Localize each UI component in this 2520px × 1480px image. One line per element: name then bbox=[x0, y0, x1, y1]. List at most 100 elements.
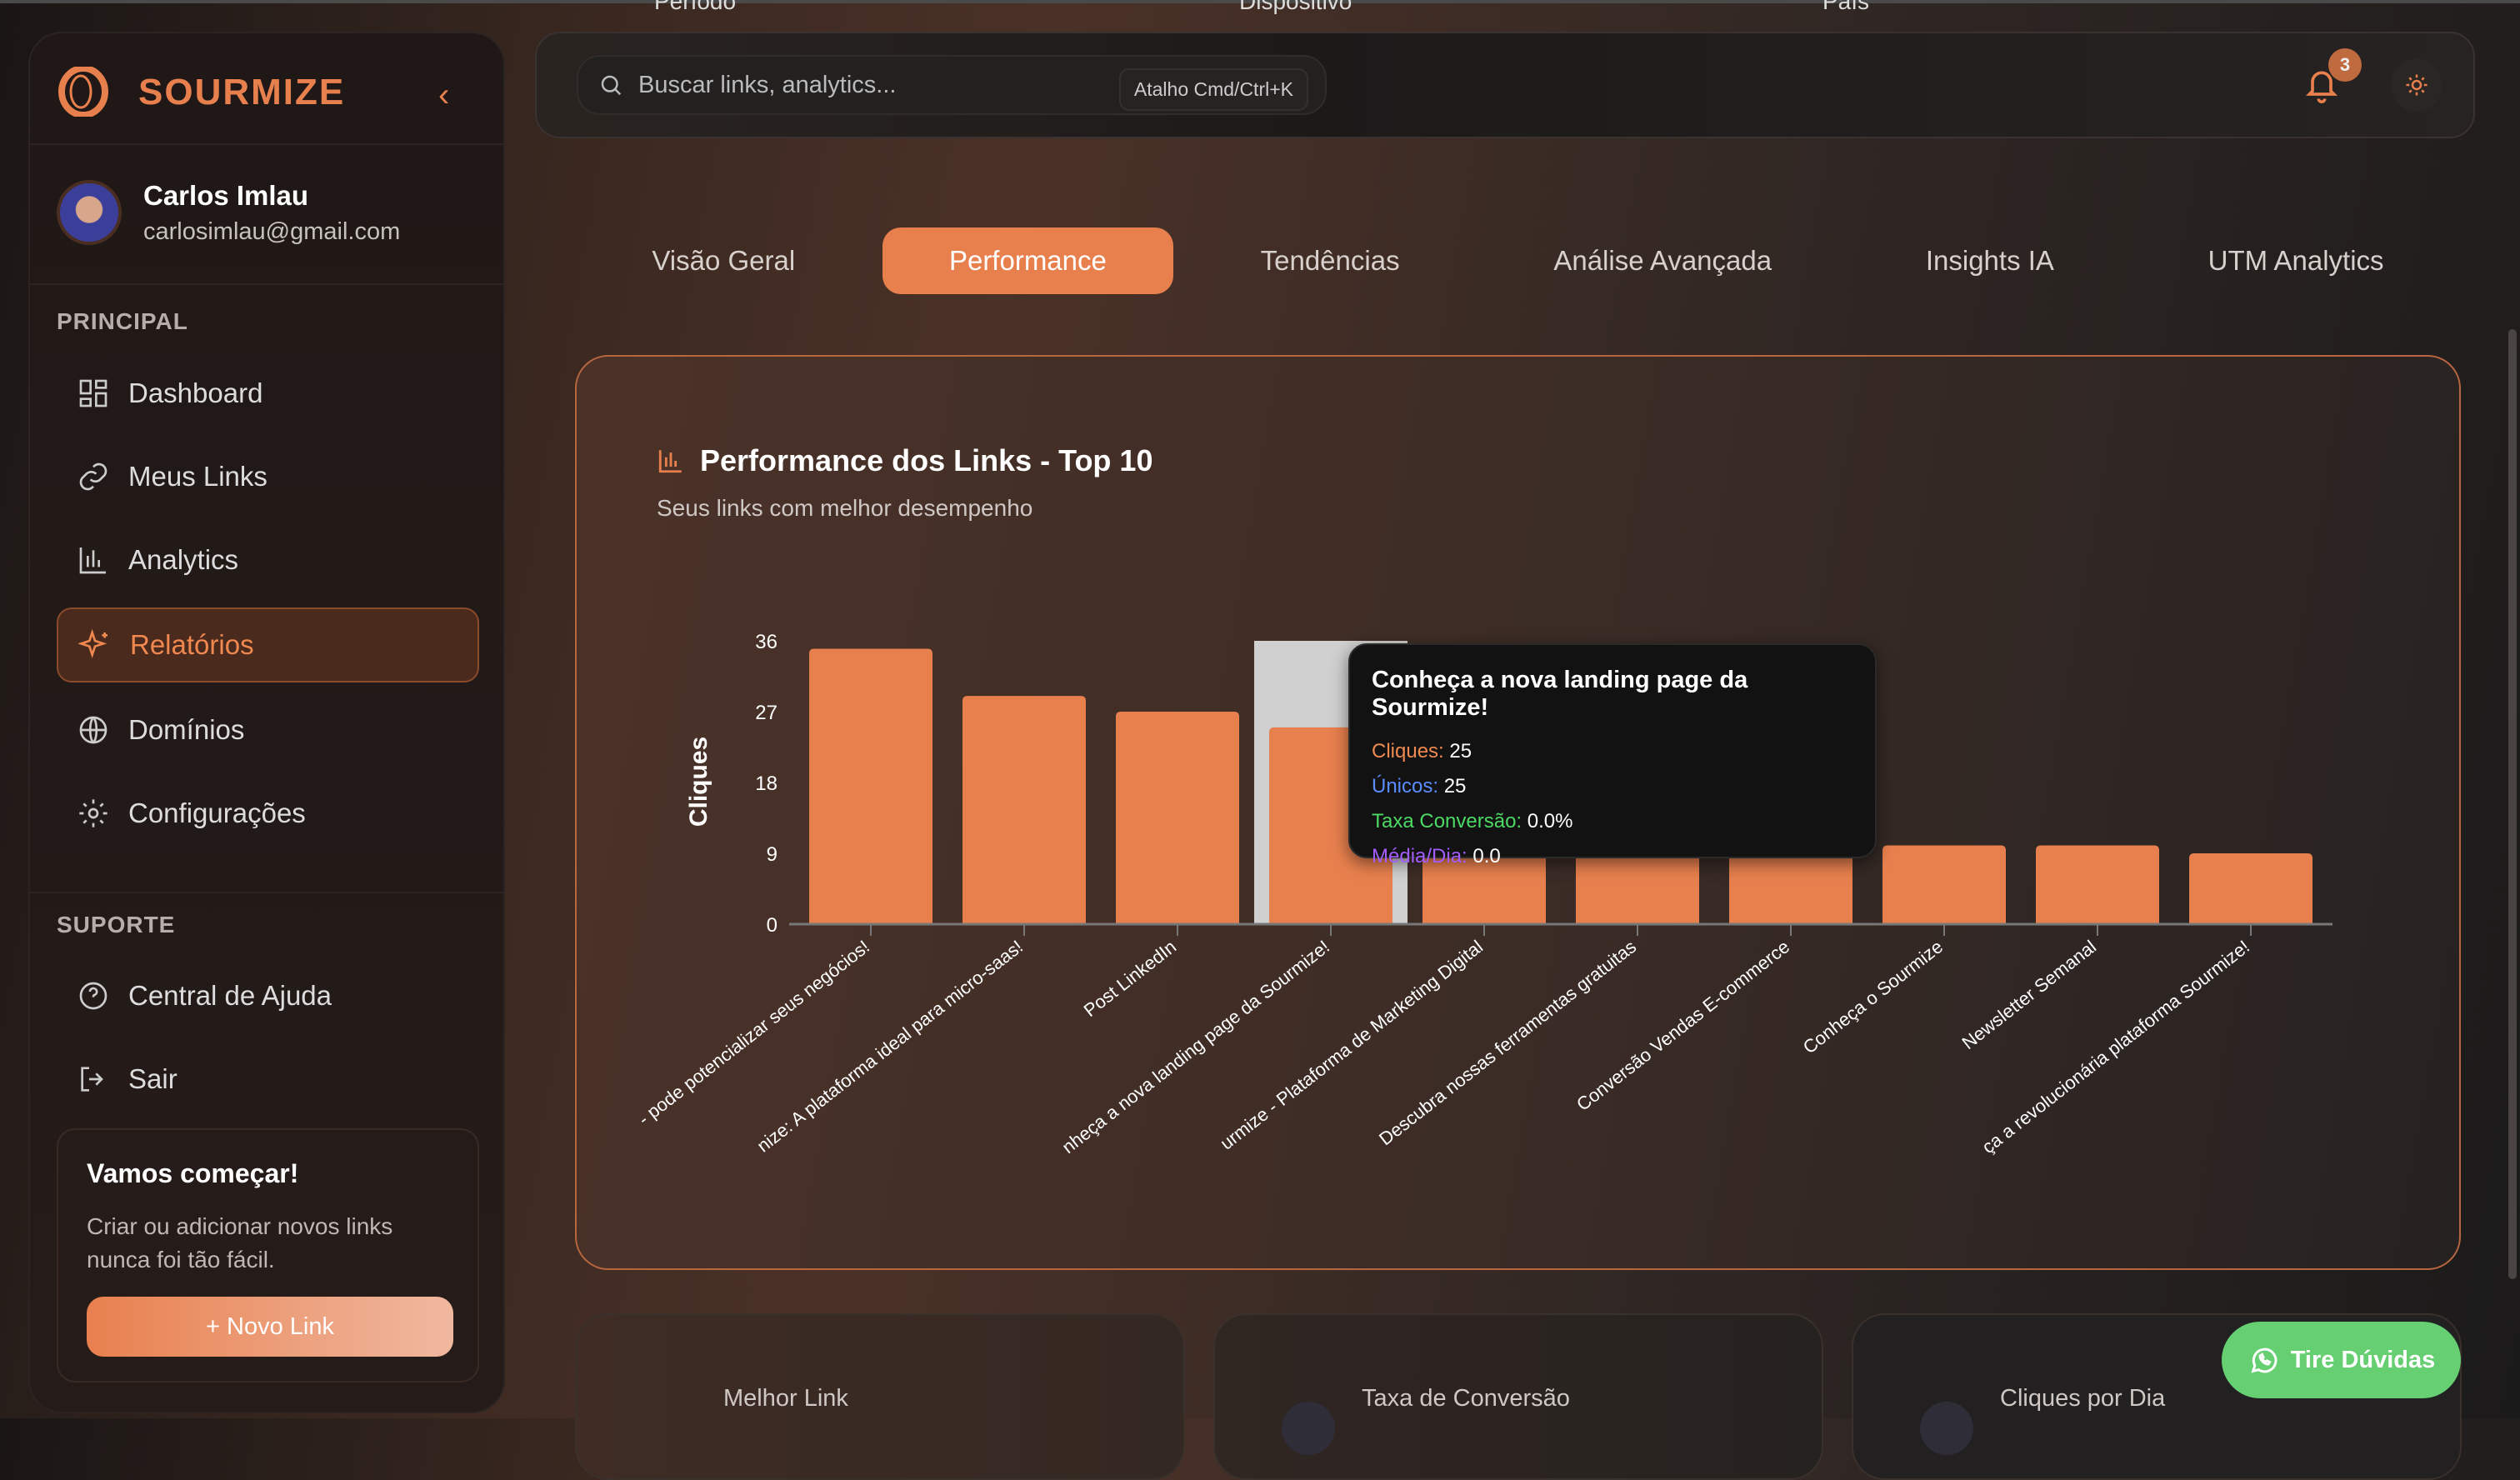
top-bar: Atalho Cmd/Ctrl+K 3 bbox=[535, 32, 2475, 138]
sidebar-item-label: Configurações bbox=[128, 798, 306, 828]
sidebar-item-label: Sair bbox=[128, 1063, 178, 1094]
y-tick-label: 18 bbox=[755, 772, 778, 795]
y-tick-label: 27 bbox=[755, 702, 778, 724]
sidebar-item-relatorios[interactable]: Relatórios bbox=[57, 608, 479, 682]
clicks-icon bbox=[1920, 1402, 1973, 1455]
y-tick-label: 36 bbox=[755, 631, 778, 653]
card-title-text: Performance dos Links - Top 10 bbox=[700, 443, 1153, 478]
sidebar-item-label: Analytics bbox=[128, 544, 239, 575]
tooltip-row-taxa-conversao: Taxa Conversão: 0.0% bbox=[1372, 810, 1853, 833]
help-circle-icon bbox=[79, 982, 108, 1010]
stat-label: Taxa de Conversão bbox=[1362, 1385, 1570, 1412]
filter-pais-label: País bbox=[1822, 0, 1870, 14]
brand-name: SOURMIZE bbox=[138, 72, 346, 112]
search-input[interactable] bbox=[638, 71, 1072, 99]
filter-dispositivo-label: Dispositivo bbox=[1239, 0, 1352, 14]
sidebar-item-dominios[interactable]: Domínios bbox=[57, 692, 479, 768]
tab-utm-analytics[interactable]: UTM Analytics bbox=[2208, 245, 2384, 276]
performance-bar-chart: Cliques 0 9 18 27 36 - pode potencializar seu… bbox=[634, 631, 2332, 1158]
x-tick-label: Descubra nossas ferramentas gratuitas bbox=[1375, 936, 1640, 1149]
user-name: Carlos Imlau bbox=[143, 180, 309, 211]
y-tick-label: 0 bbox=[767, 914, 778, 937]
x-tick-label: urmize - Plataforma de Marketing Digital bbox=[1216, 936, 1487, 1153]
sidebar-item-meus-links[interactable]: Meus Links bbox=[57, 439, 479, 514]
getting-started-card: Vamos começar! Criar ou adicionar novos … bbox=[57, 1128, 479, 1382]
bar bbox=[1422, 838, 1546, 924]
x-tick-label: nheça a nova landing page da Sourmize! bbox=[1058, 936, 1334, 1158]
tooltip-label: Únicos: bbox=[1372, 775, 1439, 798]
cta-title: Vamos começar! bbox=[87, 1158, 299, 1188]
cta-text: Criar ou adicionar novos links nunca foi… bbox=[87, 1213, 393, 1272]
stat-card-taxa-conversao: Taxa de Conversão bbox=[1213, 1313, 1823, 1480]
y-axis-label: Cliques bbox=[685, 737, 712, 827]
tab-insights-ia[interactable]: Insights IA bbox=[1925, 245, 2054, 276]
tab-analise-avancada[interactable]: Análise Avançada bbox=[1553, 245, 1772, 276]
tab-tendencias[interactable]: Tendências bbox=[1260, 245, 1400, 276]
tab-visao-geral[interactable]: Visão Geral bbox=[652, 245, 796, 276]
collapse-sidebar-chevron-left-icon[interactable]: ‹ bbox=[438, 77, 450, 113]
new-link-button[interactable]: + Novo Link bbox=[87, 1297, 453, 1357]
globe-icon bbox=[79, 716, 108, 744]
avatar[interactable] bbox=[57, 180, 122, 245]
bar bbox=[1576, 845, 1699, 924]
theme-toggle-button[interactable] bbox=[2392, 58, 2442, 112]
tooltip-value: 25 bbox=[1443, 775, 1467, 798]
tooltip-title: Conheça a nova landing page da Sourmize! bbox=[1372, 667, 1748, 721]
plus-icon: + bbox=[206, 1312, 228, 1340]
user-email: carlosimlau@gmail.com bbox=[143, 218, 401, 245]
sidebar-item-central-de-ajuda[interactable]: Central de Ajuda bbox=[57, 958, 479, 1033]
bar bbox=[2189, 853, 2312, 924]
tooltip-label: Média/Dia: bbox=[1372, 845, 1468, 868]
performance-chart-card: Performance dos Links - Top 10 Seus link… bbox=[575, 355, 2461, 1270]
x-tick-label: ça a revolucionária plataforma Sourmize! bbox=[1978, 936, 2253, 1158]
whatsapp-label: Tire Dúvidas bbox=[2290, 1346, 2436, 1373]
sidebar-item-label: Domínios bbox=[128, 714, 245, 745]
bar bbox=[2036, 845, 2159, 924]
scrollbar[interactable] bbox=[2508, 329, 2517, 1279]
sidebar-item-analytics[interactable]: Analytics bbox=[57, 522, 479, 598]
sidebar-item-configuracoes[interactable]: Configurações bbox=[57, 776, 479, 851]
sidebar-item-label: Relatórios bbox=[130, 629, 254, 660]
tooltip-row-cliques: Cliques: 25 bbox=[1372, 740, 1853, 763]
link-icon bbox=[79, 462, 108, 491]
grid-icon bbox=[79, 379, 108, 408]
sparkles-icon bbox=[78, 628, 108, 658]
tooltip-label: Taxa Conversão: bbox=[1372, 810, 1522, 832]
sourmize-logo-icon bbox=[58, 67, 108, 117]
filter-periodo-label: Período bbox=[654, 0, 737, 14]
sidebar-item-label: Central de Ajuda bbox=[128, 980, 332, 1011]
bar bbox=[809, 648, 932, 924]
bell-icon[interactable] bbox=[2303, 65, 2340, 105]
sidebar-item-label: Dashboard bbox=[128, 378, 263, 408]
gear-icon bbox=[79, 799, 108, 828]
bar bbox=[962, 696, 1086, 924]
notification-badge: 3 bbox=[2328, 48, 2362, 82]
tab-performance[interactable]: Performance bbox=[882, 228, 1173, 294]
conversion-icon bbox=[1282, 1402, 1335, 1455]
tooltip-value: 0.0% bbox=[1527, 810, 1573, 832]
search-box[interactable]: Atalho Cmd/Ctrl+K bbox=[577, 55, 1327, 115]
chart-tooltip: Conheça a nova landing page da Sourmize!… bbox=[1348, 643, 1877, 868]
tooltip-label: Cliques: bbox=[1372, 740, 1444, 762]
sidebar-item-dashboard[interactable]: Dashboard bbox=[57, 356, 479, 431]
card-subtitle: Seus links com melhor desempenho bbox=[657, 495, 1033, 521]
x-tick-label: nize: A plataforma ideal para micro-saas… bbox=[753, 936, 1028, 1156]
logout-icon bbox=[81, 1067, 103, 1092]
bar bbox=[1116, 712, 1239, 924]
bar-chart-icon bbox=[658, 450, 682, 473]
sun-icon bbox=[2406, 74, 2428, 96]
stat-label: Melhor Link bbox=[723, 1385, 848, 1412]
stat-label: Cliques por Dia bbox=[2000, 1385, 2166, 1412]
whatsapp-help-button[interactable]: Tire Dúvidas bbox=[2222, 1322, 2461, 1398]
sidebar: SOURMIZE ‹ Carlos Imlau carlosimlau@gmai… bbox=[28, 32, 505, 1413]
bar-chart-icon bbox=[79, 548, 106, 574]
shortcut-hint: Atalho Cmd/Ctrl+K bbox=[1118, 68, 1308, 111]
x-tick-label: - pode potencializar seus negócios! bbox=[634, 936, 873, 1129]
bar bbox=[1729, 845, 1852, 924]
sidebar-item-label: Meus Links bbox=[128, 461, 268, 492]
divider bbox=[30, 892, 503, 893]
sidebar-item-sair[interactable]: Sair bbox=[57, 1042, 479, 1117]
y-tick-label: 9 bbox=[767, 843, 778, 866]
x-tick-label: Conheça o Sourmize bbox=[1799, 936, 1947, 1058]
tooltip-row-media-dia: Média/Dia: 0.0 bbox=[1372, 845, 1853, 868]
